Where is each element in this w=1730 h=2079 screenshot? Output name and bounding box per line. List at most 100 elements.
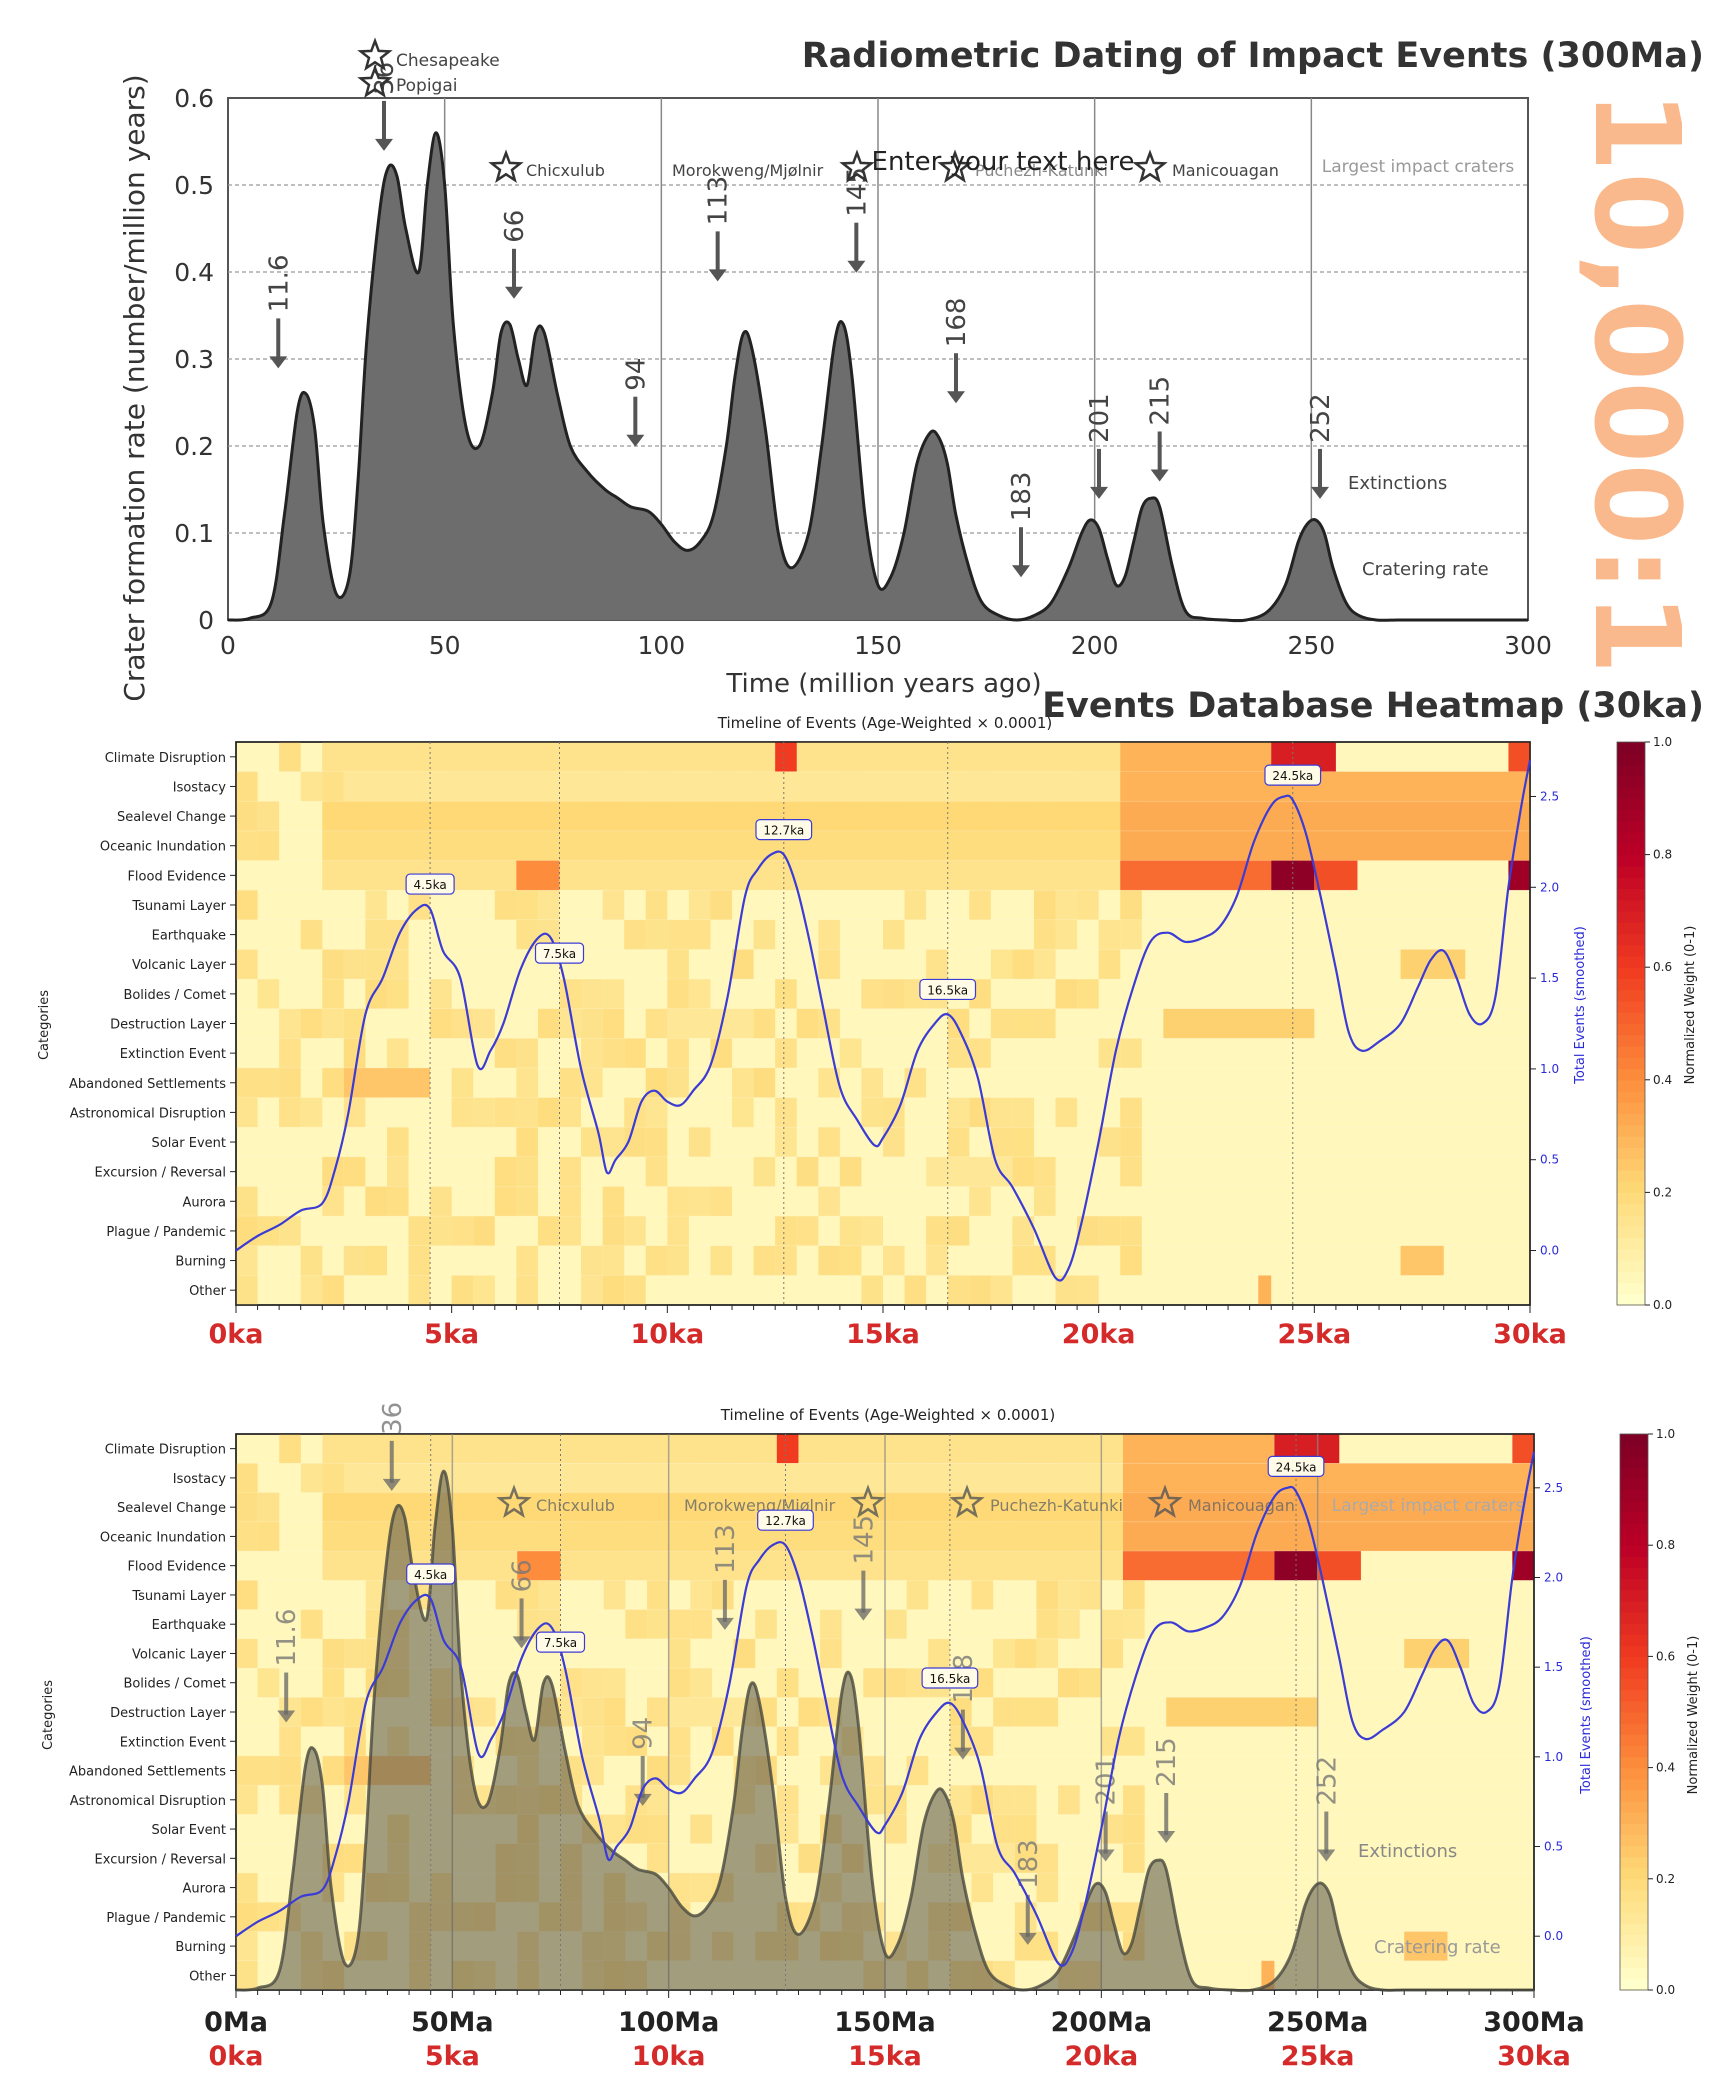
p1-ytick-label: 0.6 — [174, 84, 214, 113]
heatmap-cell — [516, 919, 538, 950]
extinction-arrowhead — [626, 434, 645, 447]
colorbar-step — [1620, 1934, 1648, 1947]
heatmap-block — [322, 860, 1121, 891]
colorbar-tick-label: 0.0 — [1653, 1298, 1672, 1312]
heatmap-cell — [473, 1008, 495, 1039]
heatmap-cell — [883, 1127, 905, 1157]
peak-label: 12.7ka — [763, 824, 804, 838]
heatmap-cell — [236, 1872, 258, 1903]
heatmap-cell — [322, 1186, 344, 1217]
heatmap-cell — [993, 1697, 1015, 1727]
heatmap-cell — [775, 1127, 797, 1157]
heatmap-cell — [1122, 1609, 1145, 1639]
p3-extinction-label: 145 — [849, 1515, 879, 1565]
heatmap-cell — [279, 1008, 301, 1039]
heatmap-cell — [322, 979, 344, 1009]
heatmap-cell — [236, 1245, 258, 1276]
heatmap-cell — [279, 1097, 301, 1128]
heatmap-cell — [1058, 1609, 1080, 1639]
p3-impact-star-icon — [1147, 1484, 1183, 1518]
colorbar-step — [1617, 1226, 1645, 1239]
heatmap-cell — [236, 801, 258, 831]
heatmap-cell — [300, 1463, 323, 1493]
p3-colorbar-label: Normalized Weight (0-1) — [1686, 1636, 1701, 1795]
heatmap-cell — [1101, 1609, 1123, 1639]
colorbar-step — [1617, 832, 1645, 844]
p1-xtick-label: 150 — [854, 631, 902, 660]
heatmap-cell — [300, 919, 323, 950]
heatmap-cell — [1014, 1843, 1037, 1873]
colorbar-step — [1620, 1634, 1648, 1646]
heatmap-cell — [645, 919, 668, 950]
colorbar-step — [1617, 933, 1645, 946]
heatmap-cell — [430, 1008, 452, 1039]
heatmap-cell — [236, 1931, 258, 1961]
p2-chart-title: Timeline of Events (Age-Weighted × 0.000… — [717, 714, 1052, 732]
p3-xtick-ma-label: 50Ma — [411, 2007, 494, 2038]
heatmap-cell — [300, 1245, 323, 1276]
heatmap-cell — [624, 1038, 646, 1068]
extinction-arrowhead — [947, 391, 965, 404]
colorbar-tick-label: 1.0 — [1656, 1427, 1675, 1441]
heatmap-cell — [300, 771, 323, 802]
extinction-arrowhead — [847, 260, 866, 273]
heatmap-cell — [904, 1275, 927, 1305]
heatmap-cell — [883, 1097, 905, 1128]
p1-xtick-label: 250 — [1287, 631, 1335, 660]
heatmap-cell — [1055, 979, 1078, 1009]
colorbar-step — [1617, 888, 1645, 901]
heatmap-cell — [1058, 1785, 1080, 1815]
right-axis-tick-label: 2.5 — [1540, 789, 1559, 803]
heatmap-cell — [776, 1668, 799, 1698]
p1-ylabel: Crater formation rate (number/million ye… — [118, 74, 151, 700]
heatmap-cell — [775, 1245, 797, 1276]
heatmap-cell — [559, 1156, 582, 1187]
heatmap-cell — [430, 1186, 452, 1217]
category-label: Isostacy — [173, 1472, 227, 1487]
heatmap-cell — [1014, 1814, 1037, 1844]
category-label: Aurora — [183, 1882, 226, 1897]
heatmap-cell — [947, 1275, 970, 1305]
heatmap-cell — [581, 1127, 603, 1157]
heatmap-block — [1317, 1551, 1361, 1581]
heatmap-cell — [818, 1245, 840, 1276]
colorbar-step — [1617, 1057, 1645, 1070]
heatmap-block — [1508, 742, 1530, 772]
heatmap-cell — [885, 1609, 907, 1639]
colorbar-step — [1620, 1889, 1648, 1902]
impact-star-icon — [488, 149, 524, 183]
colorbar-step — [1620, 1734, 1648, 1746]
heatmap-block — [1122, 1463, 1534, 1493]
colorbar-step — [1617, 1181, 1645, 1193]
heatmap-cell — [236, 1521, 258, 1552]
heatmap-cell — [236, 1275, 258, 1305]
heatmap-cell — [753, 1008, 776, 1039]
heatmap-cell — [645, 1127, 668, 1157]
heatmap-cell — [1122, 1843, 1145, 1873]
heatmap-cell — [279, 1726, 301, 1756]
colorbar-tick-label: 1.0 — [1653, 735, 1672, 749]
heatmap-cell — [344, 1843, 366, 1873]
heatmap-cell — [885, 1668, 907, 1698]
right-axis-tick-label: 1.5 — [1540, 971, 1559, 985]
p2-xtick-label: 5ka — [424, 1319, 479, 1350]
heatmap-cell — [582, 1668, 604, 1698]
heatmap-cell — [344, 1638, 366, 1669]
right-axis-tick-label: 1.0 — [1544, 1750, 1563, 1764]
cratering-rate-area — [228, 132, 1528, 621]
heatmap-cell — [861, 1097, 883, 1128]
colorbar-step — [1620, 1912, 1648, 1924]
colorbar-step — [1617, 1091, 1645, 1103]
heatmap-cell — [625, 1726, 648, 1756]
heatmap-block — [1404, 1931, 1448, 1961]
heatmap-cell — [647, 1697, 669, 1727]
heatmap-cell — [279, 742, 301, 772]
p3-extinction-arrowhead — [1157, 1831, 1176, 1843]
category-label: Earthquake — [152, 929, 226, 944]
heatmap-cell — [1033, 919, 1056, 950]
heatmap-block — [1508, 860, 1530, 891]
colorbar-step — [1620, 1667, 1648, 1680]
p1-xtick-label: 200 — [1071, 631, 1119, 660]
colorbar-step — [1620, 1867, 1648, 1880]
colorbar-tick-label: 0.2 — [1653, 1185, 1672, 1199]
